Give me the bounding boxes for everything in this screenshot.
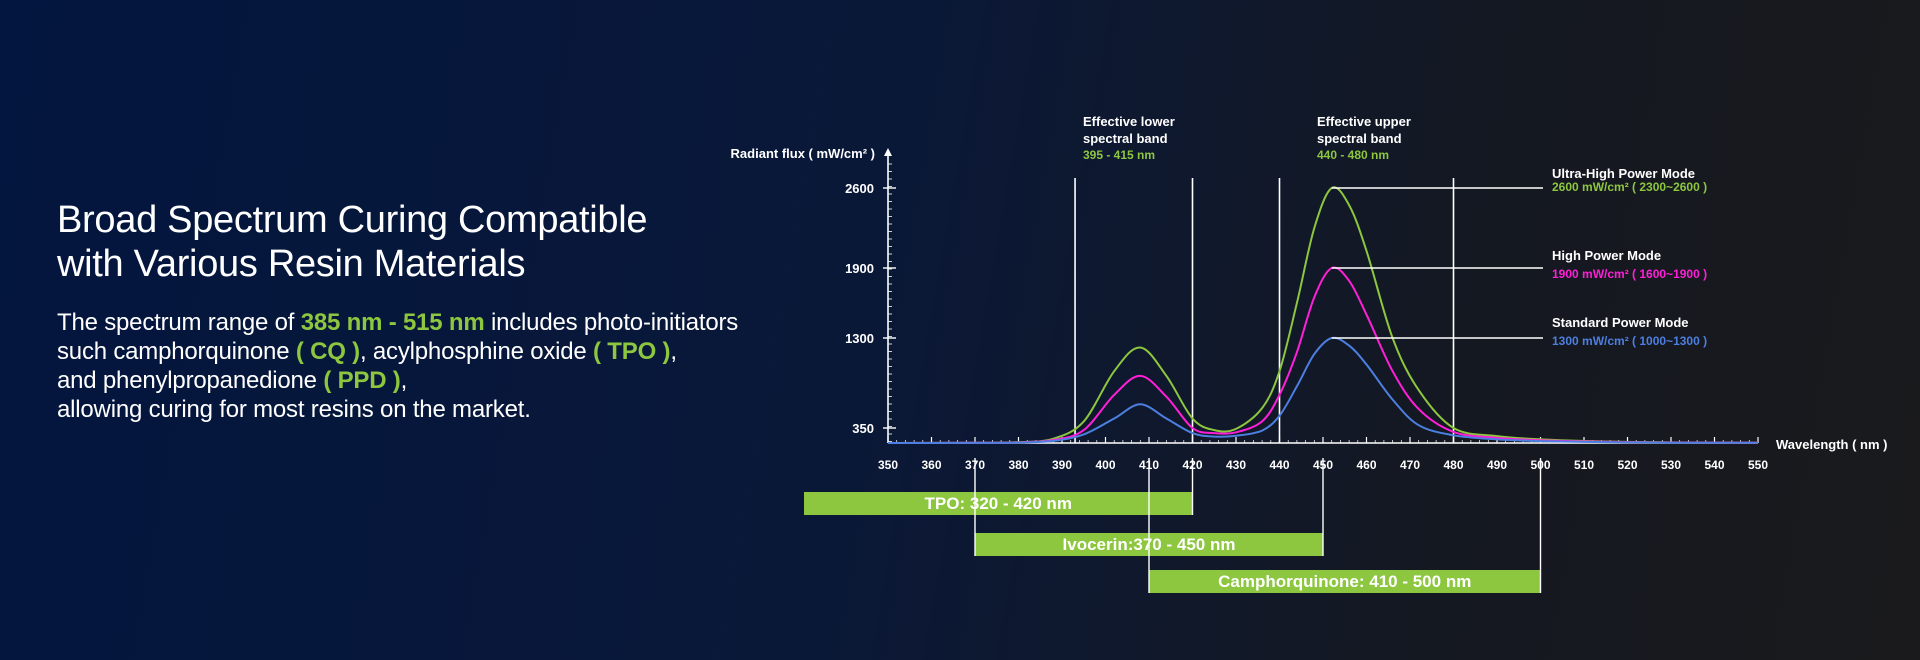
headline: Broad Spectrum Curing Compatible with Va…	[57, 198, 777, 286]
x-tick-label: 380	[1008, 458, 1028, 472]
band-title: spectral band	[1317, 131, 1402, 146]
legend-name: High Power Mode	[1552, 248, 1661, 263]
description: The spectrum range of 385 nm - 515 nm in…	[57, 308, 777, 424]
y-axis-label: Radiant flux ( mW/cm² )	[731, 146, 875, 161]
ppd-highlight: ( PPD )	[323, 367, 401, 394]
legend-detail: 1300 mW/cm² ( 1000~1300 )	[1552, 334, 1707, 348]
headline-line-2: with Various Resin Materials	[57, 243, 526, 285]
desc-text: ,	[400, 367, 408, 394]
desc-text: ,	[670, 338, 677, 365]
x-tick-label: 430	[1226, 458, 1246, 472]
y-tick-label: 1900	[845, 261, 874, 276]
band-range: 440 - 480 nm	[1317, 148, 1389, 162]
band-range: 395 - 415 nm	[1083, 148, 1155, 162]
initiator-range-bar	[804, 492, 1193, 515]
desc-text: includes photo-initiators	[484, 309, 739, 336]
legend-detail: 1900 mW/cm² ( 1600~1900 )	[1552, 267, 1707, 281]
legend-detail: 2600 mW/cm² ( 2300~2600 )	[1552, 180, 1707, 194]
tpo-highlight: ( TPO )	[593, 338, 671, 365]
x-tick-label: 360	[921, 458, 941, 472]
cq-highlight: ( CQ )	[295, 338, 360, 365]
x-tick-label: 530	[1661, 458, 1681, 472]
initiator-range-label: Camphorquinone: 410 - 500 nm	[1218, 572, 1471, 591]
x-tick-label: 460	[1356, 458, 1376, 472]
y-tick-label: 1300	[845, 331, 874, 346]
x-axis-label: Wavelength ( nm )	[1776, 437, 1887, 452]
x-tick-label: 470	[1400, 458, 1420, 472]
desc-text: The spectrum range of	[57, 309, 301, 336]
x-tick-label: 520	[1617, 458, 1637, 472]
series-line	[887, 186, 1759, 444]
x-tick-label: 540	[1704, 458, 1724, 472]
initiator-range-bar	[1149, 570, 1541, 593]
y-tick-label: 350	[852, 421, 874, 436]
x-tick-label: 350	[878, 458, 898, 472]
x-tick-label: 550	[1748, 458, 1768, 472]
desc-text: , acylphosphine oxide	[359, 338, 594, 365]
x-tick-label: 510	[1574, 458, 1594, 472]
x-tick-label: 480	[1443, 458, 1463, 472]
band-title: spectral band	[1083, 131, 1168, 146]
desc-text: such camphorquinone	[57, 338, 296, 365]
x-tick-label: 490	[1487, 458, 1507, 472]
y-axis-arrow	[884, 148, 892, 156]
legend-name: Standard Power Mode	[1552, 315, 1689, 330]
spectrum-range-highlight: 385 nm - 515 nm	[300, 309, 485, 336]
band-title: Effective upper	[1317, 114, 1411, 129]
x-tick-label: 440	[1269, 458, 1289, 472]
desc-text: allowing curing for most resins on the m…	[57, 396, 531, 423]
legend-name: Ultra-High Power Mode	[1552, 166, 1695, 181]
x-tick-label: 400	[1095, 458, 1115, 472]
headline-line-1: Broad Spectrum Curing Compatible	[57, 199, 648, 241]
band-title: Effective lower	[1083, 114, 1175, 129]
intro-panel: Broad Spectrum Curing Compatible with Va…	[57, 198, 777, 424]
x-tick-label: 390	[1052, 458, 1072, 472]
desc-text: and phenylpropanedione	[57, 367, 324, 394]
series-line	[887, 266, 1759, 444]
y-tick-label: 2600	[845, 181, 874, 196]
initiator-range-label: TPO: 320 - 420 nm	[925, 494, 1072, 513]
series-line	[887, 336, 1759, 444]
